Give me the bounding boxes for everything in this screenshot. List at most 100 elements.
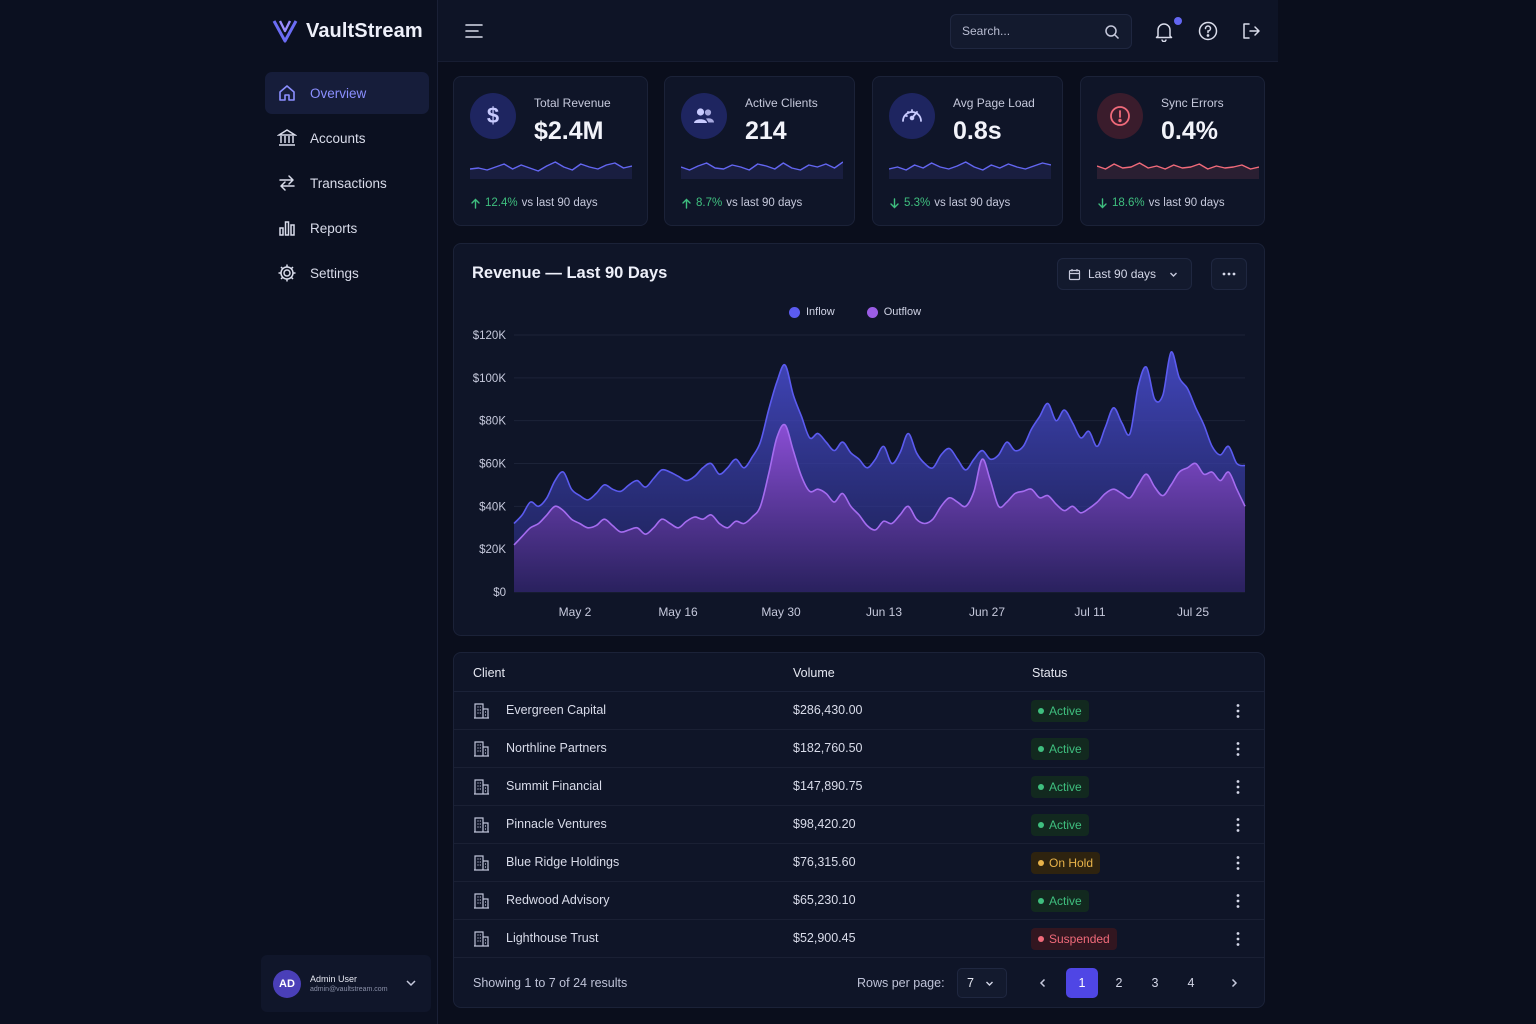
building-icon (474, 855, 489, 871)
search-icon[interactable] (1104, 24, 1120, 40)
menu-icon[interactable] (464, 22, 484, 40)
table-row[interactable]: Northline Partners $182,760.50 Active (454, 730, 1264, 768)
x-tick-label: Jul 11 (1074, 605, 1105, 619)
more-vertical-icon[interactable] (1230, 892, 1246, 910)
arrow-down-icon (890, 197, 899, 208)
arrow-up-icon (682, 198, 691, 209)
column-header-client[interactable]: Client (473, 666, 505, 680)
table-footer: Showing 1 to 7 of 24 results Rows per pa… (454, 960, 1264, 1007)
more-horizontal-icon (1222, 272, 1236, 276)
column-header-status[interactable]: Status (1032, 666, 1068, 680)
search-input[interactable] (962, 24, 1092, 38)
volume-value: $182,760.50 (793, 741, 863, 755)
sidebar-item-label: Overview (310, 85, 367, 101)
more-vertical-icon[interactable] (1230, 854, 1246, 872)
client-name: Pinnacle Ventures (506, 817, 607, 831)
user-email: admin@vaultstream.com (310, 986, 388, 993)
y-tick-label: $0 (493, 587, 506, 599)
date-range-select[interactable]: Last 90 days (1057, 258, 1192, 290)
table-row[interactable]: Blue Ridge Holdings $76,315.60 On Hold (454, 844, 1264, 882)
pagination-prev[interactable] (1027, 968, 1059, 998)
bell-icon[interactable] (1153, 20, 1175, 42)
stat-value: $2.4M (534, 117, 604, 145)
pagination-next[interactable] (1218, 968, 1250, 998)
legend-dot (789, 306, 800, 318)
stat-change-suffix: vs last 90 days (1148, 197, 1225, 209)
stat-label: Avg Page Load (953, 96, 1035, 110)
series-area-outflow[interactable] (514, 424, 1245, 592)
user-menu[interactable]: AD Admin User admin@vaultstream.com (261, 955, 431, 1012)
column-header-volume[interactable]: Volume (793, 666, 835, 680)
volume-value: $286,430.00 (793, 703, 863, 717)
chevron-down-icon (1170, 272, 1178, 277)
sidebar-item-reports[interactable]: Reports (265, 207, 429, 249)
more-vertical-icon[interactable] (1230, 702, 1246, 720)
more-vertical-icon[interactable] (1230, 740, 1246, 758)
sidebar-item-transactions[interactable]: Transactions (265, 162, 429, 204)
stat-change: 5.3% vs last 90 days (889, 197, 1010, 209)
legend-item-outflow[interactable]: Outflow (866, 306, 922, 318)
help-icon[interactable] (1197, 20, 1219, 42)
search-box (950, 14, 1132, 49)
sidebar-nav: Overview Accounts Transactions Reports S… (265, 72, 429, 297)
building-icon (474, 893, 489, 909)
rows-per-page-select[interactable]: 7 (957, 968, 1007, 998)
legend-label: Outflow (883, 306, 922, 318)
app-logo[interactable]: VaultStream (272, 18, 423, 44)
sparkline-area (889, 162, 1051, 179)
y-tick-label: $100K (473, 373, 507, 385)
stat-card-total-revenue: $ Total Revenue $2.4M 12.4% vs last 90 d… (453, 76, 648, 226)
y-tick-label: $80K (479, 416, 506, 428)
x-tick-label: Jun 13 (866, 605, 902, 619)
y-tick-label: $60K (479, 459, 506, 471)
legend-label: Inflow (806, 306, 835, 318)
table-row[interactable]: Summit Financial $147,890.75 Active (454, 768, 1264, 806)
more-vertical-icon[interactable] (1230, 778, 1246, 796)
sparkline-line (1097, 162, 1259, 170)
sidebar-item-label: Transactions (310, 175, 387, 191)
table-row[interactable]: Evergreen Capital $286,430.00 Active (454, 692, 1264, 730)
client-name: Northline Partners (506, 741, 607, 755)
transfer-icon (279, 175, 295, 191)
speedometer-icon (902, 109, 922, 122)
stat-label: Sync Errors (1161, 96, 1224, 110)
status-badge: Active (1031, 738, 1089, 760)
status-badge: Active (1031, 890, 1089, 912)
client-name: Lighthouse Trust (506, 931, 599, 945)
arrow-down-icon (1098, 197, 1107, 208)
table-row[interactable]: Lighthouse Trust $52,900.45 Suspended (454, 920, 1264, 958)
results-summary: Showing 1 to 7 of 24 results (473, 976, 628, 990)
status-badge: Active (1031, 700, 1089, 722)
pagination-page-2[interactable]: 2 (1115, 976, 1123, 990)
table-row[interactable]: Pinnacle Ventures $98,420.20 Active (454, 806, 1264, 844)
sidebar-item-overview[interactable]: Overview (265, 72, 429, 114)
more-vertical-icon[interactable] (1230, 816, 1246, 834)
x-tick-label: Jul 25 (1177, 605, 1209, 619)
sidebar-item-accounts[interactable]: Accounts (265, 117, 429, 159)
building-icon (474, 817, 489, 833)
pagination-page-3[interactable]: 3 (1151, 976, 1159, 990)
logout-icon[interactable] (1240, 20, 1262, 42)
chevron-down-icon[interactable] (405, 977, 417, 989)
stat-change-suffix: vs last 90 days (726, 197, 803, 209)
pagination-page-1[interactable]: 1 (1066, 968, 1098, 998)
building-icon (474, 931, 489, 947)
pagination-page-4[interactable]: 4 (1187, 976, 1195, 990)
chart-more-button[interactable] (1211, 258, 1247, 290)
notification-dot (1174, 17, 1182, 25)
legend-item-inflow[interactable]: Inflow (789, 306, 835, 318)
more-vertical-icon[interactable] (1230, 930, 1246, 948)
sidebar-item-label: Reports (310, 220, 358, 236)
legend-dot (866, 306, 878, 318)
topbar (438, 0, 1278, 62)
stat-label: Total Revenue (534, 96, 611, 110)
chevron-down-icon (985, 981, 993, 986)
sidebar: VaultStream Overview Accounts Transactio… (0, 0, 438, 1024)
sparkline-line (681, 161, 843, 171)
volume-value: $65,230.10 (793, 893, 856, 907)
stat-value: 214 (745, 117, 787, 145)
status-badge: Active (1031, 776, 1089, 798)
table-row[interactable]: Redwood Advisory $65,230.10 Active (454, 882, 1264, 920)
y-tick-label: $40K (479, 501, 506, 513)
sidebar-item-settings[interactable]: Settings (265, 252, 429, 294)
